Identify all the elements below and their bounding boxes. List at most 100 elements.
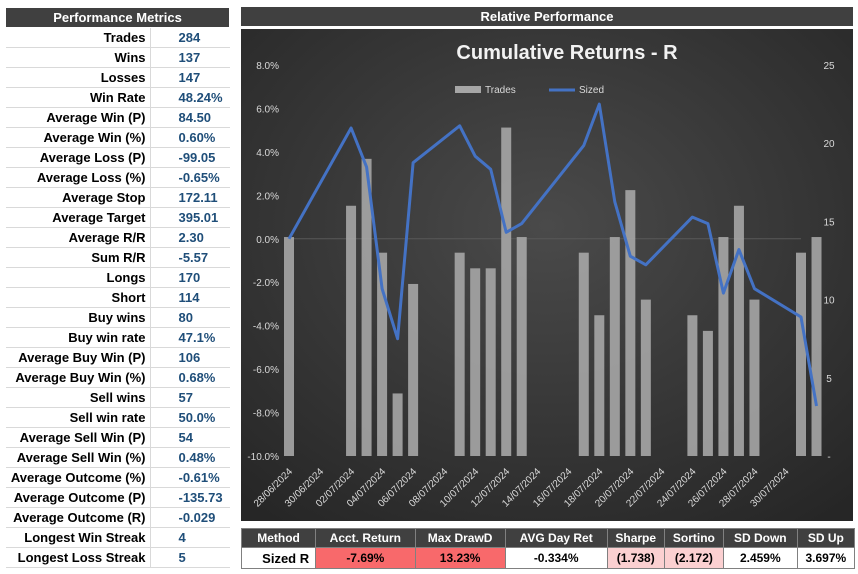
metric-row-average-outcome-p: Average Outcome (P) -135.73 (5, 487, 230, 508)
metric-value: 54 (150, 427, 230, 448)
metric-row-average-buy-win: Average Buy Win (%) 0.68% (5, 367, 230, 388)
y-right-tick-label: 15 (823, 217, 835, 228)
stats-cell-sd-up: 3.697% (796, 547, 856, 569)
metric-label: Average Sell Win (%) (5, 447, 151, 468)
trades-bar (796, 252, 806, 456)
metric-label: Average Win (%) (5, 127, 151, 148)
metric-label: Average Buy Win (%) (5, 367, 151, 388)
metric-value: -5.57 (150, 247, 230, 268)
metric-value: 0.68% (150, 367, 230, 388)
trades-bar (284, 237, 294, 456)
metric-label: Average Stop (5, 187, 151, 208)
metric-row-trades: Trades 284 (5, 27, 230, 48)
metric-row-average-win: Average Win (%) 0.60% (5, 127, 230, 148)
trades-bar (501, 127, 512, 456)
metric-label: Longest Loss Streak (5, 547, 151, 568)
metric-row-average-buy-win-p: Average Buy Win (P) 106 (5, 347, 230, 368)
sized-line (287, 102, 818, 407)
y-left-tick-label: 2.0% (256, 191, 279, 202)
y-left-tick-label: -6.0% (253, 365, 279, 376)
metric-value: 4 (150, 527, 230, 548)
metric-row-average-loss: Average Loss (%) -0.65% (5, 167, 230, 188)
stats-cell-sharpe: (1.738) (606, 547, 665, 569)
metric-row-win-rate: Win Rate 48.24% (5, 87, 230, 108)
stats-cell-max-drawd: 13.23% (414, 547, 506, 569)
metric-value: -0.029 (150, 507, 230, 528)
stats-header-acct-return: Acct. Return (315, 528, 416, 548)
metric-value: -135.73 (150, 487, 230, 508)
metric-label: Buy wins (5, 307, 151, 328)
metric-label: Win Rate (5, 87, 151, 108)
trades-bar (408, 283, 419, 456)
metric-value: -0.61% (150, 467, 230, 488)
chart-background (241, 29, 853, 521)
trades-bar (640, 299, 651, 456)
trades-bar (811, 237, 822, 456)
chart-svg: Cumulative Returns - R-10.0%-8.0%-6.0%-4… (241, 29, 853, 521)
metric-label: Average Win (P) (5, 107, 151, 128)
trades-bar (733, 205, 744, 456)
metric-value: -0.65% (150, 167, 230, 188)
metric-row-average-loss-p: Average Loss (P) -99.05 (5, 147, 230, 168)
stats-header-avg-day-ret: AVG Day Ret (504, 528, 608, 548)
metric-row-sell-win-rate: Sell win rate 50.0% (5, 407, 230, 428)
metric-value: 284 (150, 27, 230, 48)
metric-row-average-r-r: Average R/R 2.30 (5, 227, 230, 248)
metric-label: Average Outcome (%) (5, 467, 151, 488)
metric-value: 47.1% (150, 327, 230, 348)
metric-value: 172.11 (150, 187, 230, 208)
metric-value: 170 (150, 267, 230, 288)
metric-label: Buy win rate (5, 327, 151, 348)
metric-row-short: Short 114 (5, 287, 230, 308)
trades-bar (702, 330, 713, 456)
metric-row-average-outcome-r: Average Outcome (R) -0.029 (5, 507, 230, 528)
y-left-tick-label: -10.0% (247, 452, 279, 463)
cumulative-returns-chart: Cumulative Returns - R -10.0% -8.0% -6.0% -4… (241, 29, 853, 521)
metric-row-average-outcome: Average Outcome (%) -0.61% (5, 467, 230, 488)
relative-performance-title: Relative Performance (241, 7, 853, 26)
metric-label: Short (5, 287, 151, 308)
metric-label: Average Target (5, 207, 151, 228)
metric-label: Average Loss (%) (5, 167, 151, 188)
metric-row-buy-win-rate: Buy win rate 47.1% (5, 327, 230, 348)
metric-row-buy-wins: Buy wins 80 (5, 307, 230, 328)
metric-row-average-sell-win-p: Average Sell Win (P) 54 (5, 427, 230, 448)
stats-table: Method Acct. Return Max DrawD AVG Day Ret Sh… (240, 528, 856, 569)
metric-label: Wins (5, 47, 151, 68)
trades-bar (470, 268, 481, 456)
metric-label: Longest Win Streak (5, 527, 151, 548)
trades-bar (516, 237, 527, 456)
y-left-tick-label: -4.0% (253, 322, 279, 333)
y-right-tick-label: 20 (823, 139, 835, 150)
y-right-tick-label: 10 (823, 296, 835, 307)
metric-value: 114 (150, 287, 230, 308)
trades-bar (485, 268, 496, 456)
stats-header-row: Method Acct. Return Max DrawD AVG Day Ret Sh… (240, 528, 856, 548)
metric-label: Average Buy Win (P) (5, 347, 151, 368)
trades-bar (718, 237, 729, 456)
metric-label: Sell win rate (5, 407, 151, 428)
metric-label: Losses (5, 67, 151, 88)
stats-header-max-drawd: Max DrawD (414, 528, 506, 548)
y-right-tick-label: 25 (823, 61, 835, 72)
y-right-tick-label: 5 (826, 374, 832, 385)
metric-row-longs: Longs 170 (5, 267, 230, 288)
stats-cell-acct-return: -7.69% (315, 547, 416, 569)
legend-trades-label: Trades (485, 85, 516, 96)
stats-cell-sortino: (2.172) (663, 547, 724, 569)
stats-data-row: Sized R -7.69% 13.23% -0.334% (1.738) (2.172)… (240, 547, 856, 569)
trades-bar (361, 158, 372, 456)
metric-row-average-sell-win: Average Sell Win (%) 0.48% (5, 447, 230, 468)
metric-value: 57 (150, 387, 230, 408)
trades-bar (377, 252, 388, 456)
metric-row-losses: Losses 147 (5, 67, 230, 88)
trades-bar (625, 190, 636, 456)
stats-cell-avg-day-ret: -0.334% (504, 547, 608, 569)
metric-label: Average Sell Win (P) (5, 427, 151, 448)
y-left-tick-label: -2.0% (253, 278, 279, 289)
metrics-title: Performance Metrics (5, 7, 230, 28)
metric-label: Average Outcome (R) (5, 507, 151, 528)
metric-value: 48.24% (150, 87, 230, 108)
legend-sized-label: Sized (579, 85, 604, 96)
metric-value: 147 (150, 67, 230, 88)
